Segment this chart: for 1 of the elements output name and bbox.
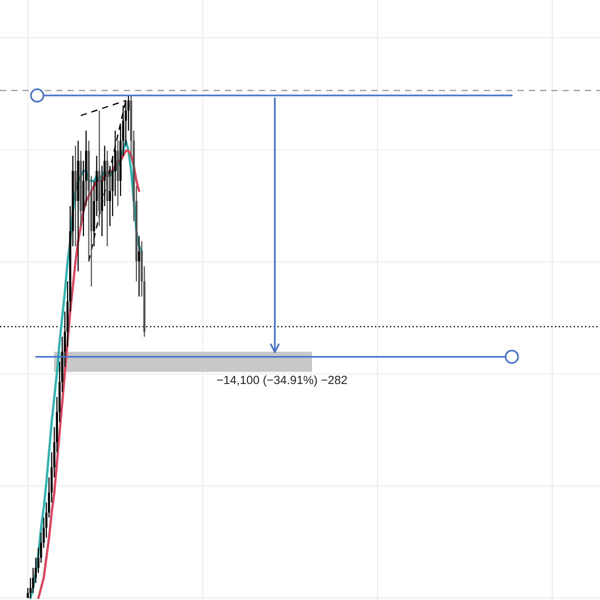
text: −14,100 (−34.91%) −282 bbox=[217, 375, 347, 386]
